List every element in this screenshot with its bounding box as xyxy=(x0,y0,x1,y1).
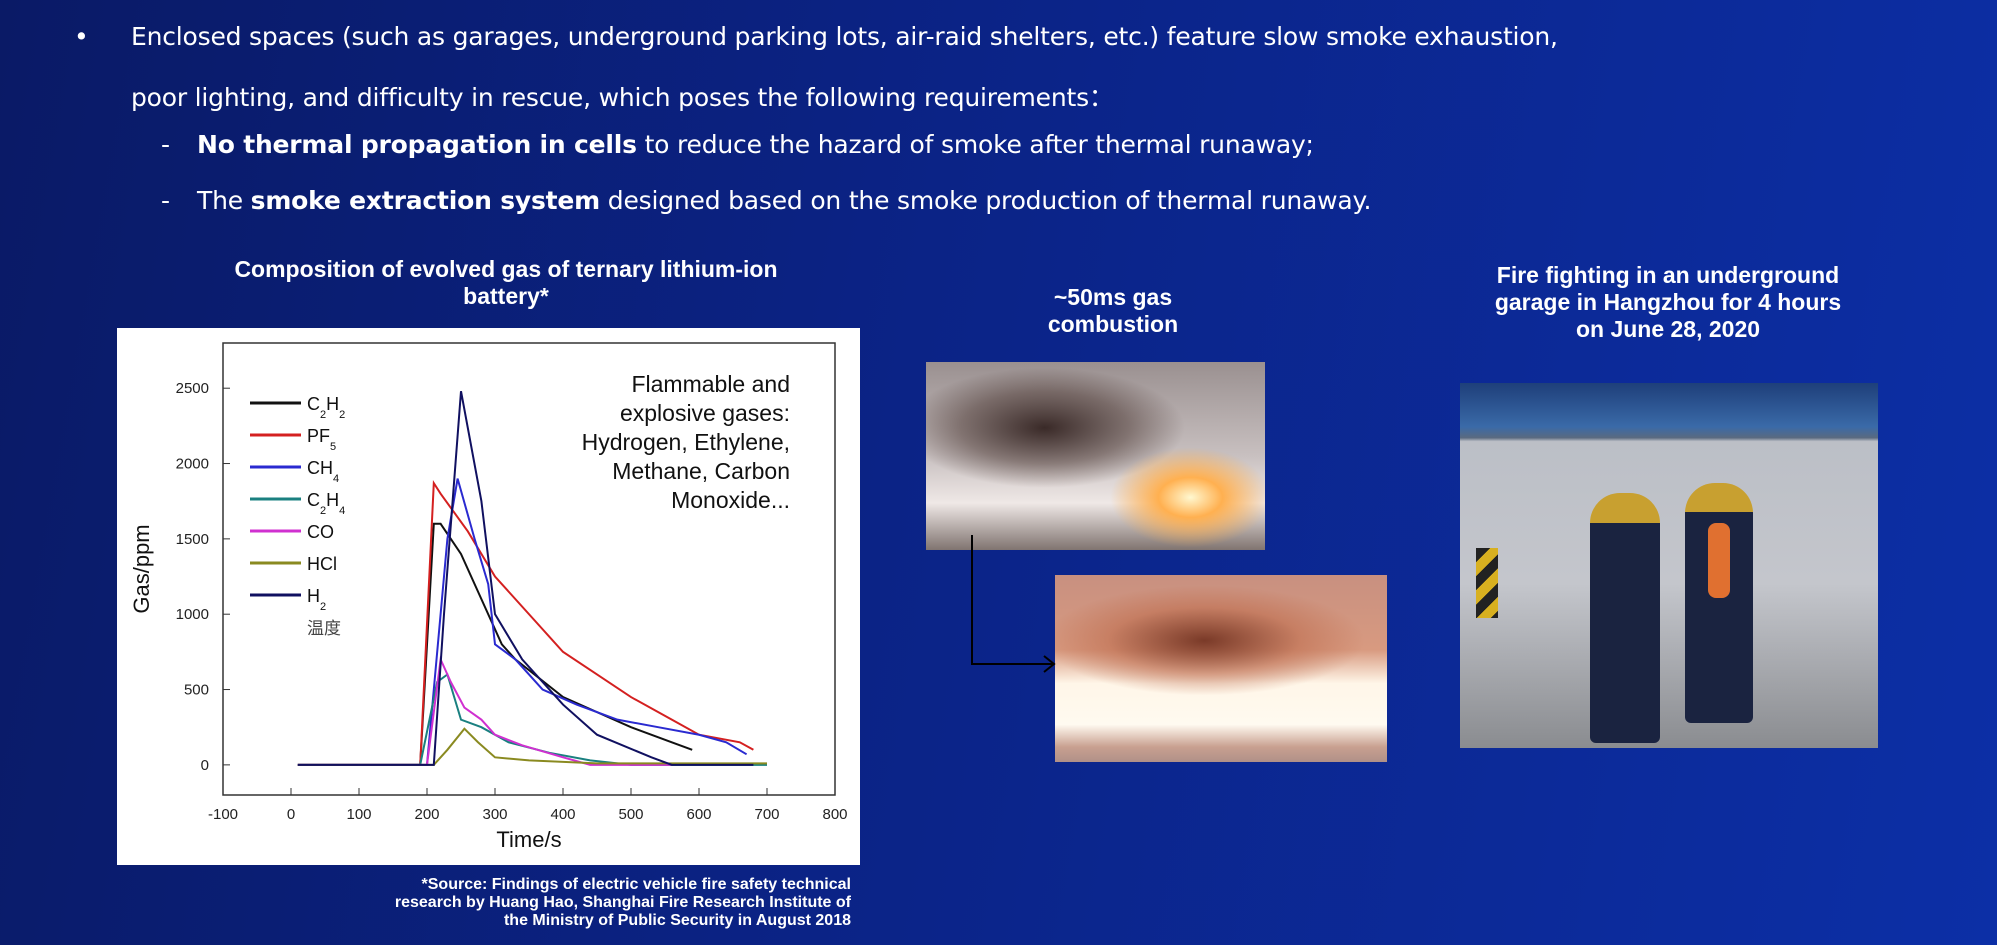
legend-label-temperature: 温度 xyxy=(307,619,341,638)
series-line-c2h2 xyxy=(297,522,693,766)
sub-bullet-1-rest: to reduce the hazard of smoke after ther… xyxy=(636,130,1314,159)
gas-composition-chart: -100 0 100 200 300 400 500 600 700 800 0 500 1000 150… xyxy=(129,342,848,852)
combustion-title: ~50ms gas combustion xyxy=(963,284,1263,338)
series-line-ch4 xyxy=(297,478,748,766)
series-line-pf5 xyxy=(297,479,754,766)
legend-label-pf5: PF5 xyxy=(307,426,336,453)
chart-title: Composition of evolved gas of ternary li… xyxy=(234,256,778,309)
annotation-line: Methane, Carbon xyxy=(612,458,790,484)
gas-combustion-photo-before xyxy=(926,362,1265,550)
y-tick-label: 2000 xyxy=(176,456,209,473)
firefighter-figure xyxy=(1590,493,1660,743)
annotation-line: Hydrogen, Ethylene, xyxy=(582,429,790,455)
dash-icon: - xyxy=(161,130,170,159)
firefighter-figure xyxy=(1685,483,1753,723)
annotation-line: Monoxide... xyxy=(671,487,790,513)
x-tick-label: 0 xyxy=(287,806,295,823)
x-tick-label: 500 xyxy=(618,806,643,823)
series-line-h2 xyxy=(297,391,754,766)
title-line: garage in Hangzhou for 4 hours xyxy=(1494,289,1842,315)
x-tick-label: 300 xyxy=(482,806,507,823)
annotation-line: explosive gases: xyxy=(620,400,790,426)
x-tick-label: 700 xyxy=(754,806,779,823)
plot-frame xyxy=(222,342,836,796)
sequence-arrow-icon xyxy=(971,535,1056,673)
title-line: Fire fighting in an underground xyxy=(1496,262,1840,288)
legend-label-hcl: HCl xyxy=(307,554,337,574)
legend-label-co: CO xyxy=(307,522,334,542)
series-line-hcl xyxy=(297,727,767,766)
sub-bullet-1-bold: No thermal propagation in cells xyxy=(197,130,637,159)
firefighting-title: Fire fighting in an underground garage i… xyxy=(1448,262,1888,343)
firefighting-photo xyxy=(1460,383,1878,748)
sub-bullet-2-rest: designed based on the smoke production o… xyxy=(600,186,1372,215)
source-line: the Ministry of Public Security in Augus… xyxy=(503,912,851,929)
y-tick-label: 0 xyxy=(201,757,209,774)
x-tick-label: -100 xyxy=(208,806,238,823)
x-axis-label: Time/s xyxy=(496,827,561,852)
bullet-text-line1: Enclosed spaces (such as garages, underg… xyxy=(131,22,1558,51)
y-tick-label: 1500 xyxy=(176,531,209,548)
sub-bullet-2-pre: The xyxy=(197,186,251,215)
y-tick-label: 500 xyxy=(184,682,209,699)
x-tick-label: 600 xyxy=(686,806,711,823)
series-line-c2h4 xyxy=(297,672,767,766)
chart-panel: -100 0 100 200 300 400 500 600 700 800 0 500 1000 150… xyxy=(117,328,860,865)
bullet-text-line2: poor lighting, and difficulty in rescue,… xyxy=(131,83,1114,112)
x-tick-label: 800 xyxy=(822,806,847,823)
series-line-co xyxy=(297,655,672,766)
source-note: *Source: Findings of electric vehicle fi… xyxy=(291,876,851,930)
gas-combustion-photo-after xyxy=(1055,575,1387,762)
hazard-stripe xyxy=(1476,548,1498,618)
y-tick-label: 1000 xyxy=(176,606,209,623)
x-tick-label: 100 xyxy=(346,806,371,823)
y-tick-label: 2500 xyxy=(176,380,209,397)
sub-bullet-2-bold: smoke extraction system xyxy=(250,186,601,215)
legend-label-h2: H2 xyxy=(307,586,326,613)
air-tank xyxy=(1708,523,1730,598)
title-line: on June 28, 2020 xyxy=(1575,316,1761,342)
annotation-line: Flammable and xyxy=(631,371,790,397)
legend-label-c2h4: C2H4 xyxy=(307,490,345,517)
legend-label-c2h2: C2H2 xyxy=(307,394,345,421)
sub-bullet-2: The smoke extraction system designed bas… xyxy=(197,186,1371,215)
title-line: ~50ms gas xyxy=(1053,284,1173,310)
source-line: *Source: Findings of electric vehicle fi… xyxy=(421,876,851,893)
bullet-icon: • xyxy=(74,22,89,51)
x-tick-label: 200 xyxy=(414,806,439,823)
x-tick-label: 400 xyxy=(550,806,575,823)
legend-label-ch4: CH4 xyxy=(307,458,339,485)
title-line: combustion xyxy=(1047,311,1179,337)
y-axis-label: Gas/ppm xyxy=(129,524,154,613)
dash-icon: - xyxy=(161,186,170,215)
source-line: research by Huang Hao, Shanghai Fire Res… xyxy=(394,894,851,911)
sub-bullet-1: No thermal propagation in cells to reduc… xyxy=(197,130,1314,159)
